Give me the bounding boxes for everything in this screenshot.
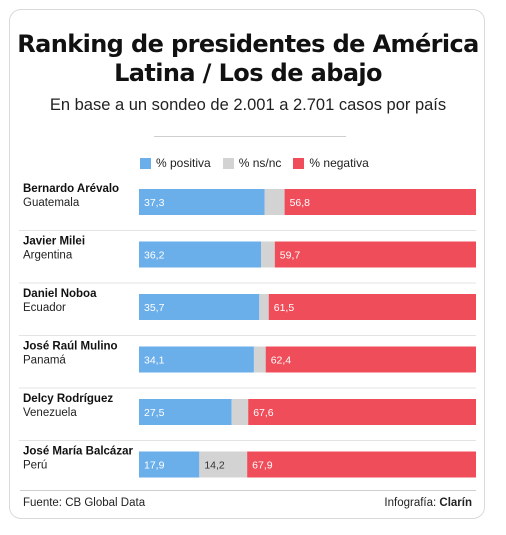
bar-segment xyxy=(247,451,476,478)
president-country: Panamá xyxy=(23,355,66,367)
bar-segment xyxy=(260,241,275,268)
bar-segment xyxy=(139,346,254,373)
infographic-credit: Infografía: Clarín xyxy=(384,497,472,509)
legend-item-positiva: % positiva xyxy=(140,156,211,170)
bar-segment xyxy=(274,241,476,268)
legend-label-nsnc: % ns/nc xyxy=(238,156,282,170)
data-label: 67,6 xyxy=(253,407,274,419)
data-label: 14,2 xyxy=(204,460,225,472)
legend-swatch-positiva xyxy=(140,157,151,169)
data-label: 36,2 xyxy=(144,250,165,262)
bar-segment xyxy=(139,189,265,215)
legend-swatch-nsnc xyxy=(222,157,234,169)
bar-segment xyxy=(259,294,269,320)
president-country: Perú xyxy=(23,460,47,472)
title-divider xyxy=(154,136,346,137)
credit-brand: Clarín xyxy=(439,497,472,509)
president-name: Bernardo Arévalo xyxy=(23,183,119,195)
president-name: José María Balcázar xyxy=(23,446,133,458)
data-label: 56,8 xyxy=(290,197,311,209)
president-name: Daniel Noboa xyxy=(23,288,97,300)
bar-segment xyxy=(264,189,285,215)
president-country: Ecuador xyxy=(23,302,66,314)
legend-item-nsnc: % ns/nc xyxy=(222,156,282,170)
footer-divider xyxy=(20,490,476,491)
data-label: 35,7 xyxy=(144,302,165,314)
bar-segment xyxy=(265,346,476,373)
chart-subtitle: En base a un sondeo de 2.001 a 2.701 cas… xyxy=(49,96,447,114)
chart-legend: % positiva % ns/nc % negativa xyxy=(140,155,381,171)
bar-segment xyxy=(268,294,476,320)
bar-segment xyxy=(284,189,476,215)
data-label: 67,9 xyxy=(252,460,273,472)
president-country: Venezuela xyxy=(23,407,77,419)
president-name: Javier Milei xyxy=(23,236,85,248)
bar-segment xyxy=(139,241,261,268)
credit-prefix: Infografía: xyxy=(384,497,437,509)
president-country: Argentina xyxy=(23,250,73,262)
legend-label-positiva: % positiva xyxy=(156,156,211,170)
chart-title: Ranking de presidentes de América Latina … xyxy=(17,30,479,87)
bar-segment xyxy=(248,399,476,425)
bar-segment xyxy=(199,451,248,478)
bar-segment xyxy=(231,399,249,425)
president-name: José Raúl Mulino xyxy=(23,341,118,353)
data-label: 62,4 xyxy=(271,355,292,367)
bar-segment xyxy=(139,451,200,478)
data-label: 59,7 xyxy=(280,250,301,262)
bar-segment xyxy=(139,399,232,425)
data-label: 34,1 xyxy=(144,355,165,367)
president-country: Guatemala xyxy=(23,197,80,209)
legend-item-negativa: % negativa xyxy=(293,156,369,170)
legend-label-negativa: % negativa xyxy=(309,156,369,170)
bar-segment xyxy=(139,294,260,320)
data-label: 17,9 xyxy=(144,460,165,472)
data-label: 37,3 xyxy=(144,197,165,209)
bar-segment xyxy=(253,346,266,373)
legend-swatch-negativa xyxy=(293,157,305,169)
president-name: Delcy Rodríguez xyxy=(23,393,113,405)
data-label: 27,5 xyxy=(144,407,165,419)
source-note: Fuente: CB Global Data xyxy=(23,497,146,509)
data-label: 61,5 xyxy=(274,302,295,314)
